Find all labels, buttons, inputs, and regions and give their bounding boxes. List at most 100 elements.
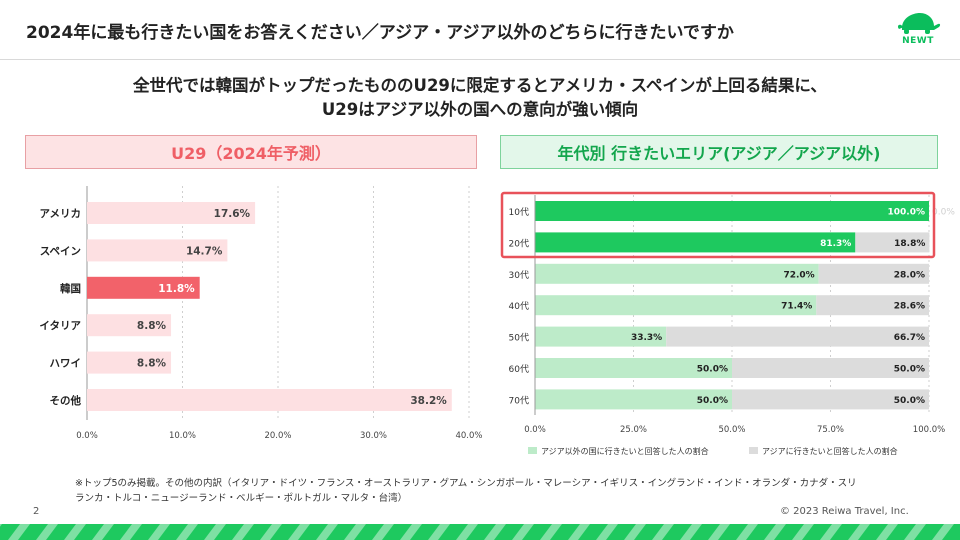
- bar-segment-non-asia: [535, 389, 732, 410]
- bar-segment-asia: [816, 295, 929, 316]
- category-label: ハワイ: [50, 358, 82, 370]
- footer-stripe: [512, 524, 534, 540]
- category-label: 40代: [509, 301, 529, 312]
- bar: [87, 202, 256, 224]
- category-label: アメリカ: [40, 208, 81, 220]
- footer-stripe: [624, 524, 646, 540]
- x-tick-label: 75.0%: [817, 425, 844, 435]
- legend-label: アジアに行きたいと回答した人の割合: [762, 446, 898, 456]
- bar-value-label: 17.6%: [214, 208, 251, 220]
- footer-stripe: [652, 524, 674, 540]
- category-label: 韓国: [60, 282, 81, 295]
- copyright: © 2023 Reiwa Travel, Inc.: [780, 506, 909, 517]
- x-tick-label: 20.0%: [264, 431, 291, 441]
- footer-stripe: [8, 524, 30, 540]
- footnote: ※トップ5のみ掲載。その他の内訳（イタリア・ドイツ・フランス・オーストラリア・グ…: [75, 476, 905, 506]
- legend-swatch-asia: [749, 447, 758, 454]
- legend-swatch-non-asia: [528, 447, 537, 454]
- headline-line1: 全世代では韓国がトップだったもののU29に限定するとアメリカ・スペインが上回る結…: [133, 76, 827, 95]
- category-label: 50代: [509, 333, 529, 344]
- footer-stripe: [456, 524, 478, 540]
- bar: [87, 351, 172, 374]
- bar-value-label: 33.3%: [631, 333, 662, 343]
- left-panel-title: U29（2024年予測）: [25, 135, 477, 169]
- footer-stripe: [932, 524, 954, 540]
- bar-segment-non-asia: [535, 201, 929, 221]
- footer-stripe: [176, 524, 198, 540]
- bar-value-label: 50.0%: [697, 365, 728, 375]
- page-title: 2024年に最も行きたい国をお答えください／アジア・アジア以外のどちらに行きたい…: [26, 23, 734, 43]
- bar-segment-non-asia: [535, 232, 856, 253]
- footer-stripe: [764, 524, 786, 540]
- page-number: 2: [33, 506, 40, 517]
- bar-value-label: 28.6%: [894, 302, 925, 312]
- bar-value-label: 81.3%: [820, 239, 851, 249]
- bar-segment-non-asia: [535, 326, 667, 347]
- footer-stripe: [876, 524, 898, 540]
- bar-value-label: 66.7%: [894, 333, 925, 343]
- x-tick-label: 0.0%: [524, 425, 546, 435]
- bar-value-label: 50.0%: [894, 365, 925, 375]
- bar-segment-non-asia: [535, 358, 732, 378]
- footer-band: [0, 524, 960, 540]
- x-tick-label: 50.0%: [718, 425, 745, 435]
- x-tick-label: 100.0%: [913, 425, 945, 435]
- x-tick-label: 10.0%: [169, 431, 196, 441]
- footer-stripe: [232, 524, 254, 540]
- footer-stripe: [736, 524, 758, 540]
- footer-stripe: [484, 524, 506, 540]
- footer-stripe: [372, 524, 394, 540]
- footer-stripe: [288, 524, 310, 540]
- bar-segment-asia: [732, 389, 929, 410]
- bar-value-label: 72.0%: [783, 270, 814, 280]
- highlight-box: [500, 191, 936, 259]
- bar-segment-non-asia: [535, 263, 819, 284]
- footer-stripe: [792, 524, 814, 540]
- category-label: 30代: [509, 270, 529, 281]
- bar-value-label: 14.7%: [186, 245, 223, 257]
- headline: 全世代では韓国がトップだったもののU29に限定するとアメリカ・スペインが上回る結…: [0, 74, 960, 122]
- footer-stripe: [428, 524, 450, 540]
- header: 2024年に最も行きたい国をお答えください／アジア・アジア以外のどちらに行きたい…: [0, 0, 960, 60]
- bar: [87, 314, 172, 337]
- bar-value-label: 38.2%: [410, 395, 447, 407]
- category-label: スペイン: [40, 245, 81, 257]
- bar: [87, 276, 200, 299]
- footer-stripe: [344, 524, 366, 540]
- category-label: その他: [50, 394, 82, 407]
- x-tick-label: 30.0%: [360, 431, 387, 441]
- footer-stripe: [540, 524, 562, 540]
- bar-segment-asia: [732, 358, 929, 378]
- bar-segment-non-asia: [535, 295, 817, 316]
- footer-stripe: [596, 524, 618, 540]
- x-tick-label: 40.0%: [455, 431, 482, 441]
- footer-stripe: [904, 524, 926, 540]
- legend-label: アジア以外の国に行きたいと回答した人の割合: [541, 446, 709, 456]
- footer-stripe: [64, 524, 86, 540]
- footer-stripe: [316, 524, 338, 540]
- footer-stripe: [36, 524, 58, 540]
- footer-stripe: [848, 524, 870, 540]
- bar-segment-asia: [666, 326, 929, 347]
- bar-value-label: 28.0%: [894, 270, 925, 280]
- category-label: 20代: [509, 238, 529, 249]
- bar: [87, 239, 228, 262]
- bar: [87, 389, 452, 411]
- footer-stripe: [204, 524, 226, 540]
- x-tick-label: 25.0%: [620, 425, 647, 435]
- footer-stripe: [708, 524, 730, 540]
- footer-stripe: [680, 524, 702, 540]
- bar-value-label: 11.8%: [158, 283, 195, 295]
- footer-stripe: [568, 524, 590, 540]
- bar-value-label: 71.4%: [781, 302, 812, 312]
- category-label: 70代: [509, 395, 529, 406]
- category-label: イタリア: [39, 320, 81, 332]
- bar-value-label: 8.8%: [137, 320, 167, 332]
- bar-segment-asia: [818, 263, 929, 284]
- footer-stripe: [120, 524, 142, 540]
- turtle-logo-icon: [897, 13, 941, 34]
- footer-stripe: [400, 524, 422, 540]
- bar-value-label: 100.0%: [888, 208, 926, 218]
- bar-segment-asia: [855, 232, 930, 253]
